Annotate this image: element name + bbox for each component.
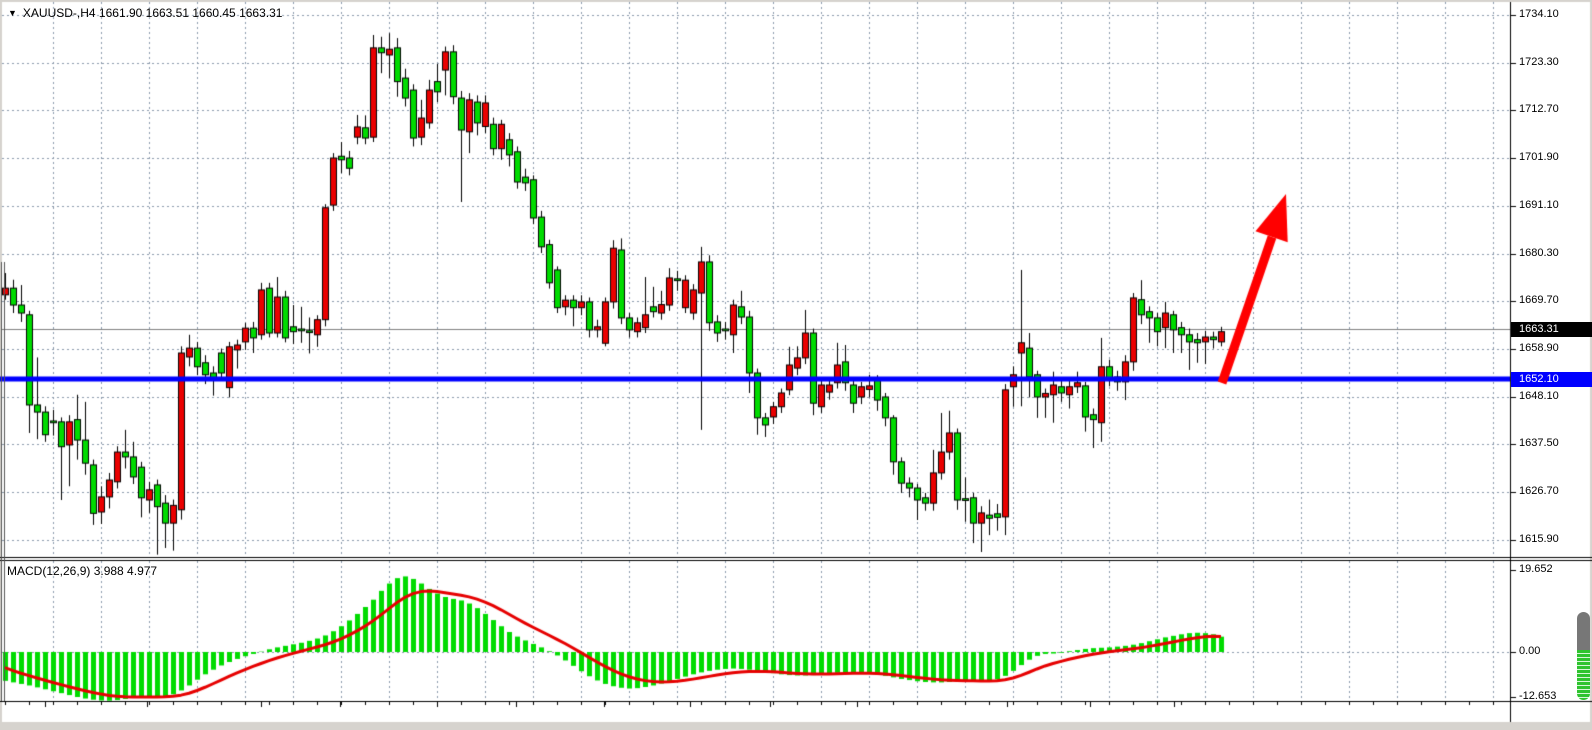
scrollbar-thumb[interactable] [1577, 612, 1590, 700]
hline-price-badge: 1652.10 [1511, 372, 1592, 387]
indicator-label: MACD(12,26,9) 3.988 4.977 [7, 564, 158, 578]
symbol-dropdown-icon[interactable]: ▼ [8, 8, 17, 18]
macd-axis-label: 0.00 [1519, 645, 1541, 657]
time-axis[interactable]: 22 Sep 202226 Sep 20:0028 Sep 20:002 Oct… [0, 701, 1510, 722]
macd-axis-label: -12.653 [1519, 690, 1557, 702]
chart-header: ▼ XAUUSD-,H4 1661.90 1663.51 1660.45 1663… [8, 6, 282, 20]
macd-axis-label: 19.652 [1519, 563, 1553, 575]
bid-price-badge: 1663.31 [1511, 322, 1592, 337]
scrollbar-thumb-stripes [1577, 650, 1590, 700]
scrollbar-thumb-top [1577, 612, 1590, 650]
symbol-ohlc-label: XAUUSD-,H4 1661.90 1663.51 1660.45 1663.… [22, 6, 283, 20]
